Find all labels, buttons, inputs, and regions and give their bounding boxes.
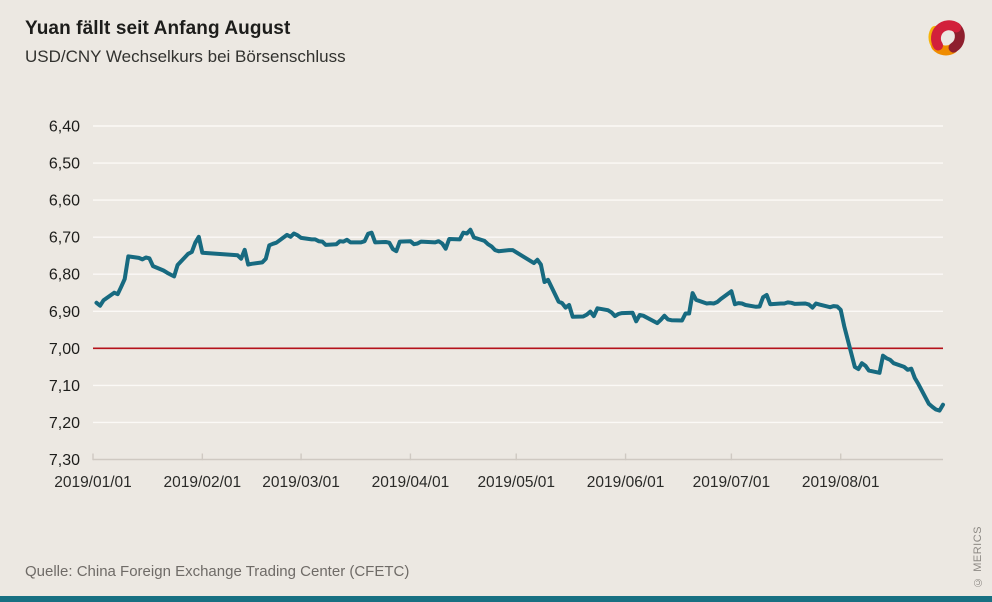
x-axis-tick-label: 2019/06/01 [587, 474, 665, 491]
x-axis-tick-label: 2019/02/01 [164, 474, 242, 491]
brand-bottom-bar [0, 596, 992, 602]
y-axis-tick-label: 6,80 [49, 267, 80, 284]
y-axis-tick-label: 6,50 [49, 156, 80, 173]
x-axis-tick-label: 2019/04/01 [372, 474, 450, 491]
merics-logo-icon [928, 20, 965, 56]
copyright-label: © MERICS [972, 526, 984, 588]
y-axis-tick-label: 7,30 [49, 452, 80, 469]
source-note: Quelle: China Foreign Exchange Trading C… [25, 563, 410, 580]
y-axis-tick-label: 7,20 [49, 415, 80, 432]
y-axis-tick-label: 6,40 [49, 119, 80, 136]
y-axis-tick-label: 6,90 [49, 304, 80, 321]
chart-subtitle: USD/CNY Wechselkurs bei Börsenschluss [25, 47, 346, 66]
x-axis-tick-label: 2019/07/01 [693, 474, 771, 491]
series-line-usdcny [94, 227, 945, 413]
y-axis-tick-label: 7,00 [49, 341, 80, 358]
chart-header: Yuan fällt seit Anfang August USD/CNY We… [25, 18, 346, 67]
x-axis-tick-label: 2019/08/01 [802, 474, 880, 491]
x-axis-tick-label: 2019/05/01 [477, 474, 555, 491]
x-axis-tick-label: 2019/03/01 [262, 474, 340, 491]
chart-title: Yuan fällt seit Anfang August [25, 18, 291, 39]
y-axis-tick-label: 6,70 [49, 230, 80, 247]
usdcny-line-chart: 6,40 6,50 6,60 6,70 6,80 6,90 7,00 7,10 7,20 7,30… [49, 119, 945, 491]
y-axis-tick-label: 7,10 [49, 378, 80, 395]
x-axis-tick-label: 2019/01/01 [54, 474, 132, 491]
y-axis-tick-label: 6,60 [49, 193, 80, 210]
